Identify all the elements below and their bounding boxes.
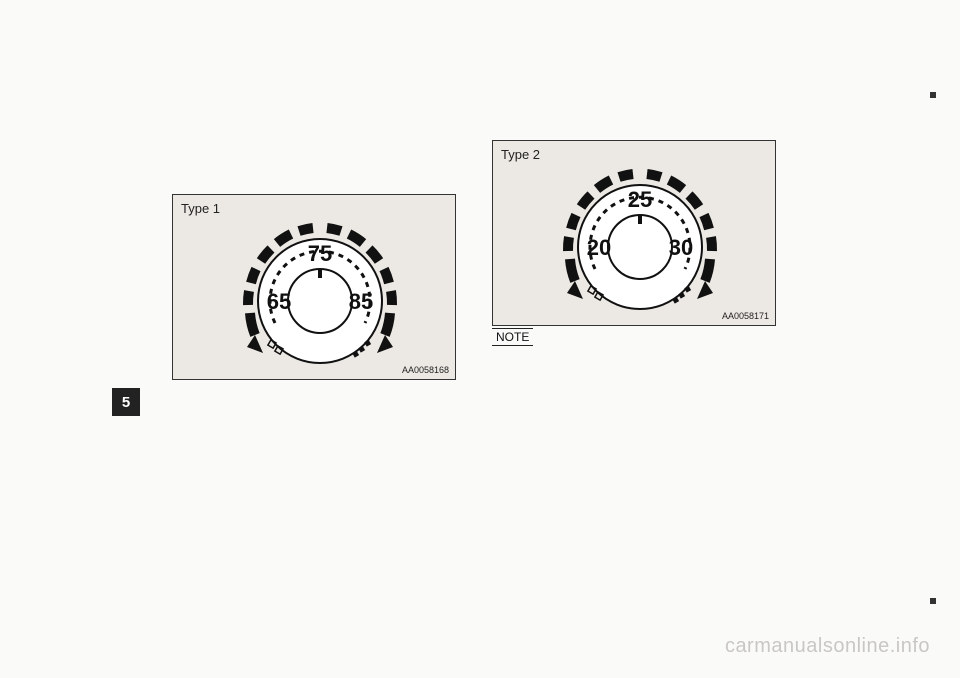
corner-mark-top [930,92,936,98]
image-id-type2: AA0058171 [722,311,769,321]
dial2-top: 25 [628,187,652,212]
image-id-type1: AA0058168 [402,365,449,375]
dial-graphic-type2: 25 20 30 [493,141,777,327]
page-tab: 5 [112,388,140,416]
watermark: carmanualsonline.info [725,635,930,658]
dial-graphic-type1: 75 65 85 [173,195,457,381]
corner-mark-bottom [930,598,936,604]
note-block: NOTE [492,328,533,346]
dial1-top: 75 [308,241,332,266]
page-tab-number: 5 [122,394,130,411]
dial-panel-type1: Type 1 75 65 85 [172,194,456,380]
note-label: NOTE [492,328,533,346]
watermark-text: carmanualsonline.info [725,635,930,657]
dial-panel-type2: Type 2 25 20 30 AA0058171 [492,140,776,326]
